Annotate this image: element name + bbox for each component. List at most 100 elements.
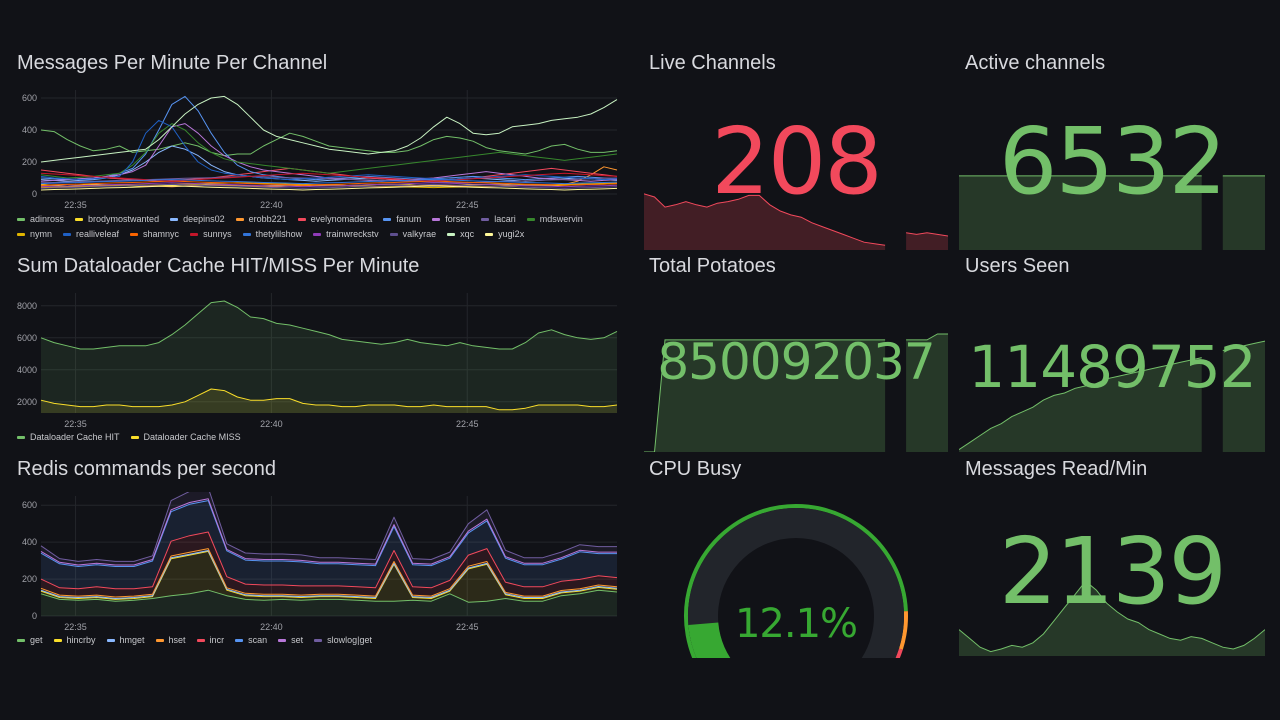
dataloader-cache-chart[interactable]: 2000 4000 6000 8000 22:35 22:40 22:45: [17, 289, 627, 449]
legend-label: lacari: [494, 214, 516, 224]
legend-item-hmget[interactable]: hmget: [106, 635, 145, 645]
y-tick-label: 400: [22, 537, 37, 547]
legend-item-xqc[interactable]: xqc: [447, 229, 474, 239]
panel-title: Active channels: [965, 52, 1106, 74]
series-area-slowlog|get: [41, 492, 617, 565]
legend-item-forsen[interactable]: forsen: [432, 214, 470, 224]
legend-item-thetylilshow[interactable]: thetylilshow: [242, 229, 302, 239]
series-line-nymn: [40, 182, 618, 189]
panel-messages-per-minute[interactable]: Messages Per Minute Per Channel 0 200 400 6…: [17, 52, 627, 248]
legend-label: Dataloader Cache HIT: [30, 432, 120, 442]
legend-item-yugi2x[interactable]: yugi2x: [485, 229, 524, 239]
legend-item-evelynomadera[interactable]: evelynomadera: [297, 214, 372, 224]
legend-item-get[interactable]: get: [17, 635, 43, 645]
legend-item-set[interactable]: set: [278, 635, 303, 645]
legend-label: deepins02: [183, 214, 225, 224]
legend-swatch: [314, 638, 323, 642]
legend-item-brodymostwanted[interactable]: brodymostwanted: [75, 214, 159, 224]
series-line-get: [40, 589, 618, 603]
legend-label: incr: [209, 635, 225, 645]
legend-swatch: [17, 435, 25, 439]
panel-title: Sum Dataloader Cache HIT/MISS Per Minute: [17, 255, 420, 277]
legend-item-shamnyc[interactable]: shamnyc: [130, 229, 179, 239]
legend-swatch: [63, 232, 72, 236]
panel-users-seen[interactable]: Users Seen 11489752: [959, 255, 1265, 453]
chart-legend: adinross brodymostwanted deepins02 erobb221…: [17, 214, 627, 239]
legend-item-Dataloader Cache MISS[interactable]: Dataloader Cache MISS: [130, 432, 241, 442]
series-line-realliveleaf: [40, 119, 618, 181]
legend-item-sunnys[interactable]: sunnys: [190, 229, 232, 239]
legend-label: realliveleaf: [76, 229, 120, 239]
gauge-threshold-red: [895, 648, 903, 658]
legend-item-lacari[interactable]: lacari: [481, 214, 516, 224]
legend-swatch: [17, 217, 25, 221]
legend-label: get: [30, 635, 43, 645]
legend-label: erobb221: [248, 214, 287, 224]
legend-swatch: [17, 232, 25, 236]
stat-value: 850092037: [657, 333, 935, 391]
stat-value: 6532: [998, 108, 1227, 215]
legend-item-adinross[interactable]: adinross: [17, 214, 64, 224]
gauge-value: 12.1%: [734, 601, 858, 647]
legend-swatch: [432, 217, 441, 221]
series-line-thetylilshow: [40, 179, 618, 185]
chart-legend: Dataloader Cache HIT Dataloader Cache MIS…: [17, 432, 627, 442]
legend-swatch: [481, 217, 490, 221]
series-line-shamnyc: [40, 180, 618, 186]
panel-title: CPU Busy: [649, 458, 742, 480]
sparkline-line: [906, 232, 948, 237]
legend-item-trainwreckstv[interactable]: trainwreckstv: [313, 229, 379, 239]
legend-swatch: [196, 638, 205, 642]
legend-swatch: [106, 638, 115, 642]
series-line-lacari: [40, 175, 618, 184]
legend-swatch: [447, 232, 456, 236]
legend-item-Dataloader Cache HIT[interactable]: Dataloader Cache HIT: [17, 432, 120, 442]
legend-swatch: [485, 232, 494, 236]
total-potatoes-sparkline: [644, 333, 948, 452]
series-area-incr: [41, 532, 617, 597]
legend-label: scan: [248, 635, 268, 645]
panel-redis-commands[interactable]: Redis commands per second 0 200 400 600 22:3…: [17, 458, 627, 654]
legend-item-hincrby[interactable]: hincrby: [53, 635, 96, 645]
legend-swatch: [155, 638, 164, 642]
legend-item-incr[interactable]: incr: [196, 635, 225, 645]
sparkline-area: [959, 175, 1202, 250]
legend-label: Dataloader Cache MISS: [143, 432, 241, 442]
series-area-Dataloader Cache HIT: [41, 301, 617, 413]
panel-live-channels[interactable]: Live Channels 208: [644, 52, 948, 250]
x-tick-label: 22:45: [456, 200, 479, 210]
legend-item-deepins02[interactable]: deepins02: [170, 214, 225, 224]
x-tick-label: 22:40: [260, 622, 283, 632]
legend-item-mdswervin[interactable]: mdswervin: [526, 214, 583, 224]
redis-commands-chart[interactable]: 0 200 400 600 22:35 22:40 22:45: [17, 492, 627, 652]
panel-total-potatoes[interactable]: Total Potatoes 850092037: [644, 255, 948, 453]
legend-swatch: [130, 232, 139, 236]
legend-item-erobb221[interactable]: erobb221: [235, 214, 287, 224]
series-area-hincrby: [41, 551, 617, 603]
legend-label: yugi2x: [498, 229, 525, 239]
x-tick-label: 22:35: [64, 622, 87, 632]
legend-item-scan[interactable]: scan: [235, 635, 267, 645]
legend-item-hset[interactable]: hset: [155, 635, 186, 645]
sparkline-area: [959, 357, 1202, 452]
legend-swatch: [278, 638, 287, 642]
legend-item-nymn[interactable]: nymn: [17, 229, 52, 239]
legend-item-valkyrae[interactable]: valkyrae: [389, 229, 436, 239]
x-tick-label: 22:40: [260, 419, 283, 429]
panel-cpu-busy[interactable]: CPU Busy 12.1%: [644, 458, 948, 658]
series-line-hmget: [40, 550, 618, 599]
messages-per-minute-chart[interactable]: 0 200 400 600 22:35 22:40 22:45: [17, 86, 627, 246]
sparkline-area: [1222, 175, 1265, 250]
legend-label: hmget: [119, 635, 145, 645]
panel-messages-read[interactable]: Messages Read/Min 2139: [959, 458, 1265, 656]
legend-label: hset: [168, 635, 186, 645]
legend-item-slowlog|get[interactable]: slowlog|get: [314, 635, 372, 645]
legend-item-realliveleaf[interactable]: realliveleaf: [63, 229, 119, 239]
sparkline-line: [644, 193, 886, 246]
sparkline-line: [959, 580, 1265, 653]
legend-label: sunnys: [203, 229, 232, 239]
panel-dataloader-cache[interactable]: Sum Dataloader Cache HIT/MISS Per Minute…: [17, 255, 627, 451]
panel-active-channels[interactable]: Active channels 6532: [959, 52, 1265, 250]
x-tick-label: 22:45: [456, 622, 479, 632]
legend-item-fanum[interactable]: fanum: [383, 214, 421, 224]
